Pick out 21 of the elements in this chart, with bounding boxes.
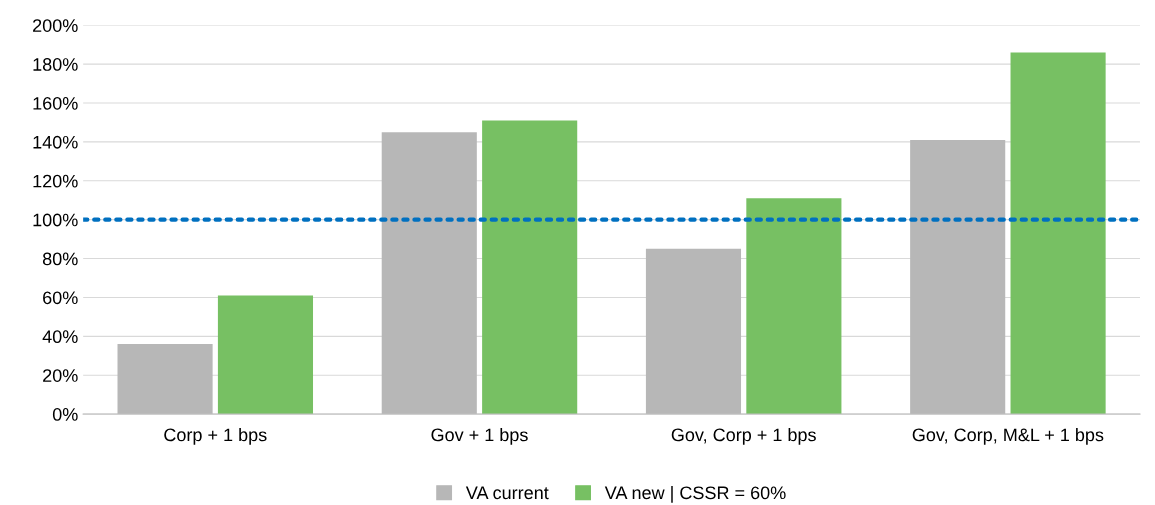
x-tick-label: Corp + 1 bps bbox=[164, 427, 267, 445]
y-tick-label: 200% bbox=[33, 19, 78, 32]
y-tick-label: 80% bbox=[42, 252, 78, 266]
x-tick-label: Gov, Corp, M&L + 1 bps bbox=[912, 427, 1104, 445]
bar bbox=[746, 198, 842, 415]
y-tick-label: 100% bbox=[33, 213, 78, 227]
y-tick-label: 0% bbox=[52, 408, 78, 421]
y-tick-label: 20% bbox=[43, 369, 78, 382]
x-tick-label: Gov, Corp + 1 bps bbox=[671, 427, 816, 445]
y-tick-label: 120% bbox=[33, 174, 78, 188]
legend-label: VA new | CSSR = 60% bbox=[604, 485, 786, 503]
legend-label: VA current bbox=[465, 486, 549, 500]
bar bbox=[1010, 52, 1106, 415]
y-tick-label: 180% bbox=[33, 58, 78, 71]
bar bbox=[217, 295, 314, 415]
x-tick-label: Gov + 1 bps bbox=[431, 427, 528, 445]
bar bbox=[482, 120, 578, 415]
y-tick-label: 60% bbox=[43, 291, 78, 305]
y-tick-label: 40% bbox=[42, 330, 78, 344]
y-tick-label: 160% bbox=[33, 96, 78, 110]
y-tick-label: 140% bbox=[33, 135, 78, 149]
